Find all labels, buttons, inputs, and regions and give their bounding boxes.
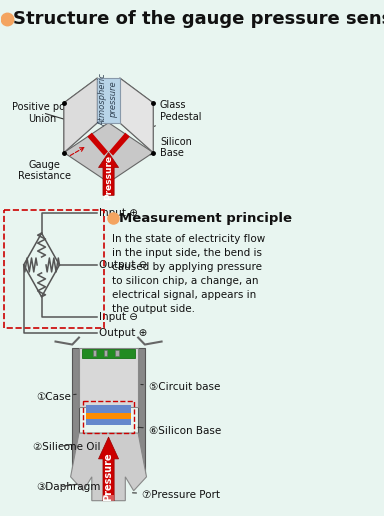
Text: ⑥Silicon Base: ⑥Silicon Base [138, 426, 221, 436]
Bar [115, 349, 119, 357]
Polygon shape [120, 78, 153, 153]
Text: ⑦Pressure Port: ⑦Pressure Port [132, 490, 220, 499]
Text: Measurement principle: Measurement principle [119, 212, 291, 224]
Bar [86, 419, 131, 425]
Polygon shape [120, 78, 153, 153]
Text: Glass
Pedestal: Glass Pedestal [154, 100, 201, 126]
Polygon shape [64, 78, 98, 153]
Bar [79, 347, 138, 407]
Text: Gauge
Resistance: Gauge Resistance [18, 148, 84, 181]
Text: Atmospheric
pressure: Atmospheric pressure [99, 73, 118, 126]
Bar [138, 347, 145, 477]
Text: Pressure: Pressure [104, 155, 113, 200]
Polygon shape [64, 78, 98, 153]
Polygon shape [87, 133, 108, 155]
Text: Pressure: Pressure [104, 453, 114, 501]
Text: Positive pole
Union: Positive pole Union [12, 102, 74, 124]
Text: Silicon
Base: Silicon Base [150, 137, 192, 158]
Text: Input ⊕: Input ⊕ [99, 208, 137, 218]
Bar [72, 347, 79, 477]
Bar [104, 349, 108, 357]
Text: ②Silicone Oil: ②Silicone Oil [33, 442, 101, 452]
Bar [86, 413, 131, 419]
Text: Input ⊖: Input ⊖ [99, 312, 137, 321]
Text: ③Daphragm: ③Daphragm [36, 482, 100, 492]
Bar [93, 349, 96, 357]
Bar [82, 348, 135, 359]
Text: Structure of the gauge pressure sensor chip: Structure of the gauge pressure sensor c… [13, 10, 384, 28]
Text: In the state of electricity flow
in the input side, the bend is
caused by applyi: In the state of electricity flow in the … [112, 234, 265, 314]
Polygon shape [109, 133, 130, 155]
Polygon shape [99, 437, 119, 501]
Text: Output ⊖: Output ⊖ [99, 260, 147, 270]
Polygon shape [99, 153, 119, 196]
Text: ①Case: ①Case [36, 392, 76, 402]
Bar [86, 405, 131, 413]
Polygon shape [71, 433, 147, 501]
Polygon shape [98, 78, 120, 123]
Text: ⑤Circuit base: ⑤Circuit base [141, 382, 220, 392]
Text: Output ⊕: Output ⊕ [99, 328, 147, 337]
Polygon shape [103, 495, 114, 501]
Polygon shape [64, 123, 153, 183]
